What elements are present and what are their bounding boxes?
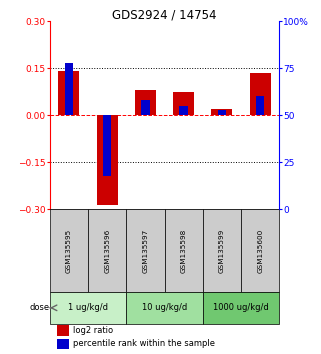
Bar — [126, 209, 164, 292]
Bar — [50, 292, 126, 324]
Bar — [56, 325, 69, 336]
Bar — [135, 90, 156, 115]
Text: GSM135596: GSM135596 — [104, 228, 110, 273]
Text: log2 ratio: log2 ratio — [73, 326, 113, 335]
Text: dose: dose — [30, 303, 50, 312]
Bar — [179, 106, 188, 115]
Bar — [203, 209, 241, 292]
Bar — [88, 209, 126, 292]
Text: GSM135600: GSM135600 — [257, 228, 263, 273]
Bar — [218, 110, 226, 115]
Text: 1 ug/kg/d: 1 ug/kg/d — [68, 303, 108, 312]
Bar — [103, 115, 111, 176]
Bar — [211, 109, 232, 115]
Bar — [173, 92, 194, 115]
Bar — [164, 209, 203, 292]
Title: GDS2924 / 14754: GDS2924 / 14754 — [112, 8, 217, 21]
Bar — [58, 71, 79, 115]
Text: 10 ug/kg/d: 10 ug/kg/d — [142, 303, 187, 312]
Bar — [56, 338, 69, 349]
Bar — [241, 209, 279, 292]
Bar — [50, 209, 88, 292]
Bar — [250, 73, 271, 115]
Text: GSM135595: GSM135595 — [66, 228, 72, 273]
Bar — [141, 100, 150, 115]
Text: percentile rank within the sample: percentile rank within the sample — [73, 339, 215, 348]
Bar — [126, 292, 203, 324]
Bar — [97, 115, 118, 205]
Bar — [256, 97, 265, 115]
Bar — [65, 63, 73, 115]
Text: GSM135597: GSM135597 — [143, 228, 148, 273]
Text: 1000 ug/kg/d: 1000 ug/kg/d — [213, 303, 269, 312]
Text: GSM135599: GSM135599 — [219, 228, 225, 273]
Bar — [203, 292, 279, 324]
Text: GSM135598: GSM135598 — [181, 228, 187, 273]
